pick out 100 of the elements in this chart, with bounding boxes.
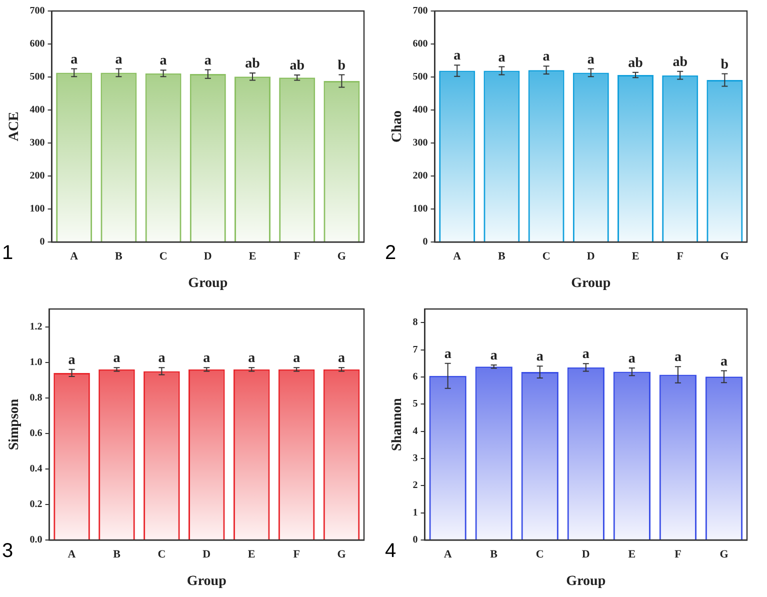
annotation: a xyxy=(115,52,122,68)
x-tick-label: B xyxy=(115,250,124,262)
annotation: a xyxy=(70,52,78,68)
y-tick-label: 500 xyxy=(412,72,428,83)
annotation: a xyxy=(160,54,167,69)
x-tick-label: E xyxy=(248,548,256,560)
x-tick-label: A xyxy=(453,250,462,262)
y-tick-label: 2 xyxy=(412,480,418,492)
y-tick-label: 7 xyxy=(412,344,418,356)
x-tick-label: G xyxy=(720,548,729,560)
x-tick-label: B xyxy=(490,548,498,560)
x-tick-label: E xyxy=(248,250,256,262)
y-tick-label: 400 xyxy=(30,104,45,116)
x-tick-label: D xyxy=(202,548,211,560)
annotation: ab xyxy=(628,56,644,71)
y-tick-label: 400 xyxy=(412,104,428,116)
annotation: ab xyxy=(672,55,688,70)
y-tick-label: 0.4 xyxy=(30,464,42,474)
x-tick-label: E xyxy=(632,250,640,262)
annotation: a xyxy=(293,351,300,366)
x-tick-label: D xyxy=(582,548,590,560)
annotation: a xyxy=(68,353,76,368)
x-tick-label: C xyxy=(158,548,166,560)
annotation: a xyxy=(444,346,452,362)
x-tick-label: D xyxy=(204,250,212,262)
x-tick-label: C xyxy=(159,250,168,262)
annotation: a xyxy=(498,50,506,66)
x-axis-title: Group xyxy=(571,276,611,292)
x-tick-label: F xyxy=(294,250,301,262)
annotation: a xyxy=(248,351,256,366)
annotation: a xyxy=(204,53,212,68)
y-tick-label: 0.0 xyxy=(30,534,42,546)
annotation: a xyxy=(454,48,461,64)
annotation: b xyxy=(720,57,729,72)
y-axis-title: Simpson xyxy=(7,398,22,450)
y-axis-title: ACE xyxy=(7,112,22,142)
annotation: a xyxy=(338,351,346,366)
y-axis-title: Shannon xyxy=(390,398,406,451)
annotation: a xyxy=(490,348,498,364)
y-tick-label: 300 xyxy=(30,138,45,149)
x-tick-label: F xyxy=(676,250,684,262)
y-tick-label: 200 xyxy=(30,170,45,182)
annotation: a xyxy=(674,350,682,366)
annotation: a xyxy=(113,351,120,366)
x-tick-label: G xyxy=(337,548,346,560)
text: 1 xyxy=(2,242,14,265)
annotation: a xyxy=(587,52,594,68)
y-tick-label: 600 xyxy=(30,38,45,50)
y-tick-label: 0 xyxy=(422,236,428,248)
y-tick-label: 0.6 xyxy=(30,428,42,439)
x-tick-label: F xyxy=(293,548,300,560)
y-tick-label: 1.2 xyxy=(30,321,42,332)
x-axis-title: Group xyxy=(186,574,227,590)
x-tick-label: C xyxy=(542,250,550,262)
y-tick-label: 1 xyxy=(412,507,418,518)
text: 3 xyxy=(2,540,14,563)
y-tick-label: 500 xyxy=(30,72,45,83)
x-tick-label: A xyxy=(444,548,452,560)
x-tick-label: A xyxy=(70,250,78,262)
y-tick-label: 100 xyxy=(30,204,45,215)
y-tick-label: 600 xyxy=(412,38,428,50)
y-tick-label: 700 xyxy=(30,6,45,17)
y-tick-label: 0.8 xyxy=(30,392,42,404)
y-tick-label: 8 xyxy=(412,317,418,328)
y-axis-title: Chao xyxy=(390,110,406,142)
y-tick-label: 1.0 xyxy=(30,356,42,368)
x-axis-title: Group xyxy=(188,276,228,292)
annotation: a xyxy=(542,50,550,65)
x-tick-label: D xyxy=(586,250,595,262)
x-tick-label: A xyxy=(68,548,76,560)
y-tick-label: 300 xyxy=(412,138,428,149)
y-tick-label: 100 xyxy=(412,204,428,215)
text: 2 xyxy=(385,242,396,265)
x-tick-label: E xyxy=(628,548,636,560)
annotation: a xyxy=(203,351,210,366)
x-tick-label: G xyxy=(720,250,730,262)
y-tick-label: 5 xyxy=(412,398,418,410)
annotation: ab xyxy=(245,56,260,72)
y-tick-label: 3 xyxy=(412,453,418,464)
x-tick-label: B xyxy=(498,250,506,262)
text: 4 xyxy=(385,540,396,563)
annotation: a xyxy=(628,352,636,367)
annotation: a xyxy=(582,347,590,362)
y-tick-label: 0.2 xyxy=(30,499,42,510)
y-tick-label: 4 xyxy=(412,426,418,437)
y-tick-label: 700 xyxy=(412,6,428,17)
annotation: a xyxy=(536,350,544,365)
annotation: a xyxy=(158,351,166,366)
x-tick-label: F xyxy=(674,548,682,560)
y-tick-label: 0 xyxy=(40,236,45,248)
y-tick-label: 6 xyxy=(412,372,418,383)
x-tick-label: G xyxy=(337,250,346,262)
x-axis-title: Group xyxy=(566,574,606,590)
annotation: a xyxy=(720,354,728,370)
y-tick-label: 200 xyxy=(412,170,428,182)
y-tick-label: 0 xyxy=(412,534,418,546)
annotation: b xyxy=(338,58,346,74)
annotation: ab xyxy=(290,58,305,74)
x-tick-label: B xyxy=(113,548,122,560)
x-tick-label: C xyxy=(536,548,544,560)
